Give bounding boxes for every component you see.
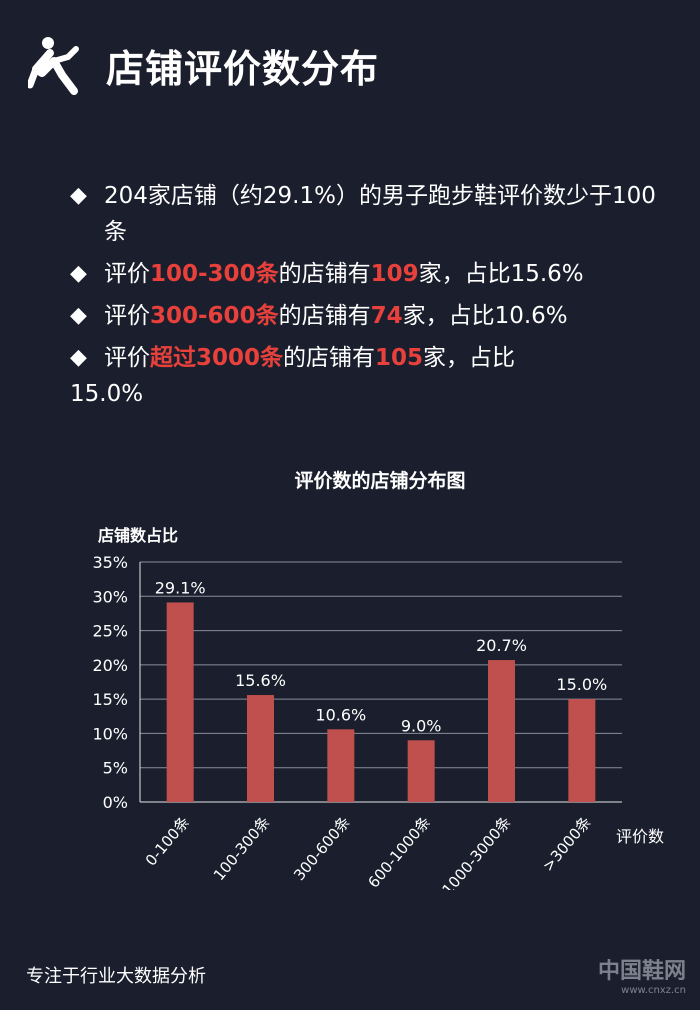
bullet-text: 的店铺有 xyxy=(278,303,371,329)
bar xyxy=(488,660,515,802)
bullet-list: ◆ 204家店铺（约29.1%）的男子跑步鞋评价数少于100条 ◆ 评价100-300… xyxy=(70,178,670,418)
bullet-text: 的店铺有 xyxy=(278,261,371,287)
diamond-bullet-icon: ◆ xyxy=(70,183,87,208)
bullet-text: 家，占比10.6% xyxy=(402,303,568,329)
runner-icon xyxy=(28,37,79,95)
x-tick-label: 1000-3000条 xyxy=(439,813,515,890)
bullet-item: ◆ 评价300-600条的店铺有74家，占比10.6% xyxy=(70,298,670,334)
x-tick-label: >3000条 xyxy=(539,813,595,875)
bullet-text: 评价 xyxy=(104,261,150,287)
x-tick-label: 300-600条 xyxy=(290,813,354,884)
bullet-text: 评价 xyxy=(104,303,150,329)
bullet-item: ◆ 评价100-300条的店铺有109家，占比15.6% xyxy=(70,256,670,292)
highlight-text: 105 xyxy=(375,345,424,371)
data-label: 29.1% xyxy=(155,578,206,597)
highlight-text: 100-300条 xyxy=(150,261,279,287)
y-tick-label: 20% xyxy=(92,656,128,675)
data-label: 9.0% xyxy=(401,716,442,735)
highlight-text: 300-600条 xyxy=(150,303,279,329)
y-tick-label: 0% xyxy=(103,793,128,812)
footer-tagline: 专注于行业大数据分析 xyxy=(26,966,206,987)
y-tick-label: 25% xyxy=(92,622,128,641)
bullet-text: 家，占比 xyxy=(423,345,516,371)
bar xyxy=(166,602,194,802)
bar-chart: 0% 5% 10% 15% 20% 25% 30% 35% 29.1% 0-100条 15.6% 10… xyxy=(92,553,664,890)
bar xyxy=(247,695,274,802)
y-tick-label: 5% xyxy=(103,759,128,778)
x-tick-label: 600-1000条 xyxy=(364,813,434,890)
bullet-text: 204家店铺（约29.1%）的男子跑步鞋评价数少于100条 xyxy=(104,183,656,245)
diamond-bullet-icon: ◆ xyxy=(70,345,87,370)
x-axis-label: 评价数 xyxy=(616,827,664,846)
y-tick-label: 35% xyxy=(92,553,128,572)
diamond-bullet-icon: ◆ xyxy=(70,261,87,286)
bar xyxy=(327,729,355,802)
diamond-bullet-icon: ◆ xyxy=(70,303,87,328)
bullet-item: ◆ 204家店铺（约29.1%）的男子跑步鞋评价数少于100条 xyxy=(70,178,670,250)
data-label: 15.6% xyxy=(235,671,286,690)
chart-title: 评价数的店铺分布图 xyxy=(294,470,466,492)
y-axis-label: 店铺数占比 xyxy=(98,526,179,545)
data-label: 10.6% xyxy=(315,705,366,724)
bullet-text: 评价 xyxy=(104,345,150,371)
bar xyxy=(407,740,435,802)
bullet-text: 15.0% xyxy=(70,381,144,407)
bullet-text: 家，占比15.6% xyxy=(418,261,584,287)
x-tick-label: 0-100条 xyxy=(142,813,193,869)
bullet-text: 的店铺有 xyxy=(283,345,376,371)
logo-name: 中国鞋网 xyxy=(597,959,686,984)
brand-logo: 中国鞋网 www.cnxz.cn xyxy=(598,953,686,996)
bullet-item: ◆ 评价超过3000条的店铺有105家，占比 15.0% xyxy=(70,340,670,412)
page-title: 店铺评价数分布 xyxy=(106,46,380,91)
highlight-text: 74 xyxy=(370,303,403,329)
bar xyxy=(568,699,596,802)
y-tick-label: 15% xyxy=(92,690,128,709)
y-tick-label: 10% xyxy=(92,724,128,743)
data-label: 20.7% xyxy=(476,636,527,655)
logo-url: www.cnxz.cn xyxy=(621,985,686,996)
header: 店铺评价数分布 xyxy=(28,30,379,100)
x-tick-label: 100-300条 xyxy=(210,813,274,884)
highlight-text: 109 xyxy=(370,261,419,287)
highlight-text: 超过3000条 xyxy=(150,345,284,371)
y-tick-label: 30% xyxy=(92,587,128,606)
data-label: 15.0% xyxy=(556,675,607,694)
